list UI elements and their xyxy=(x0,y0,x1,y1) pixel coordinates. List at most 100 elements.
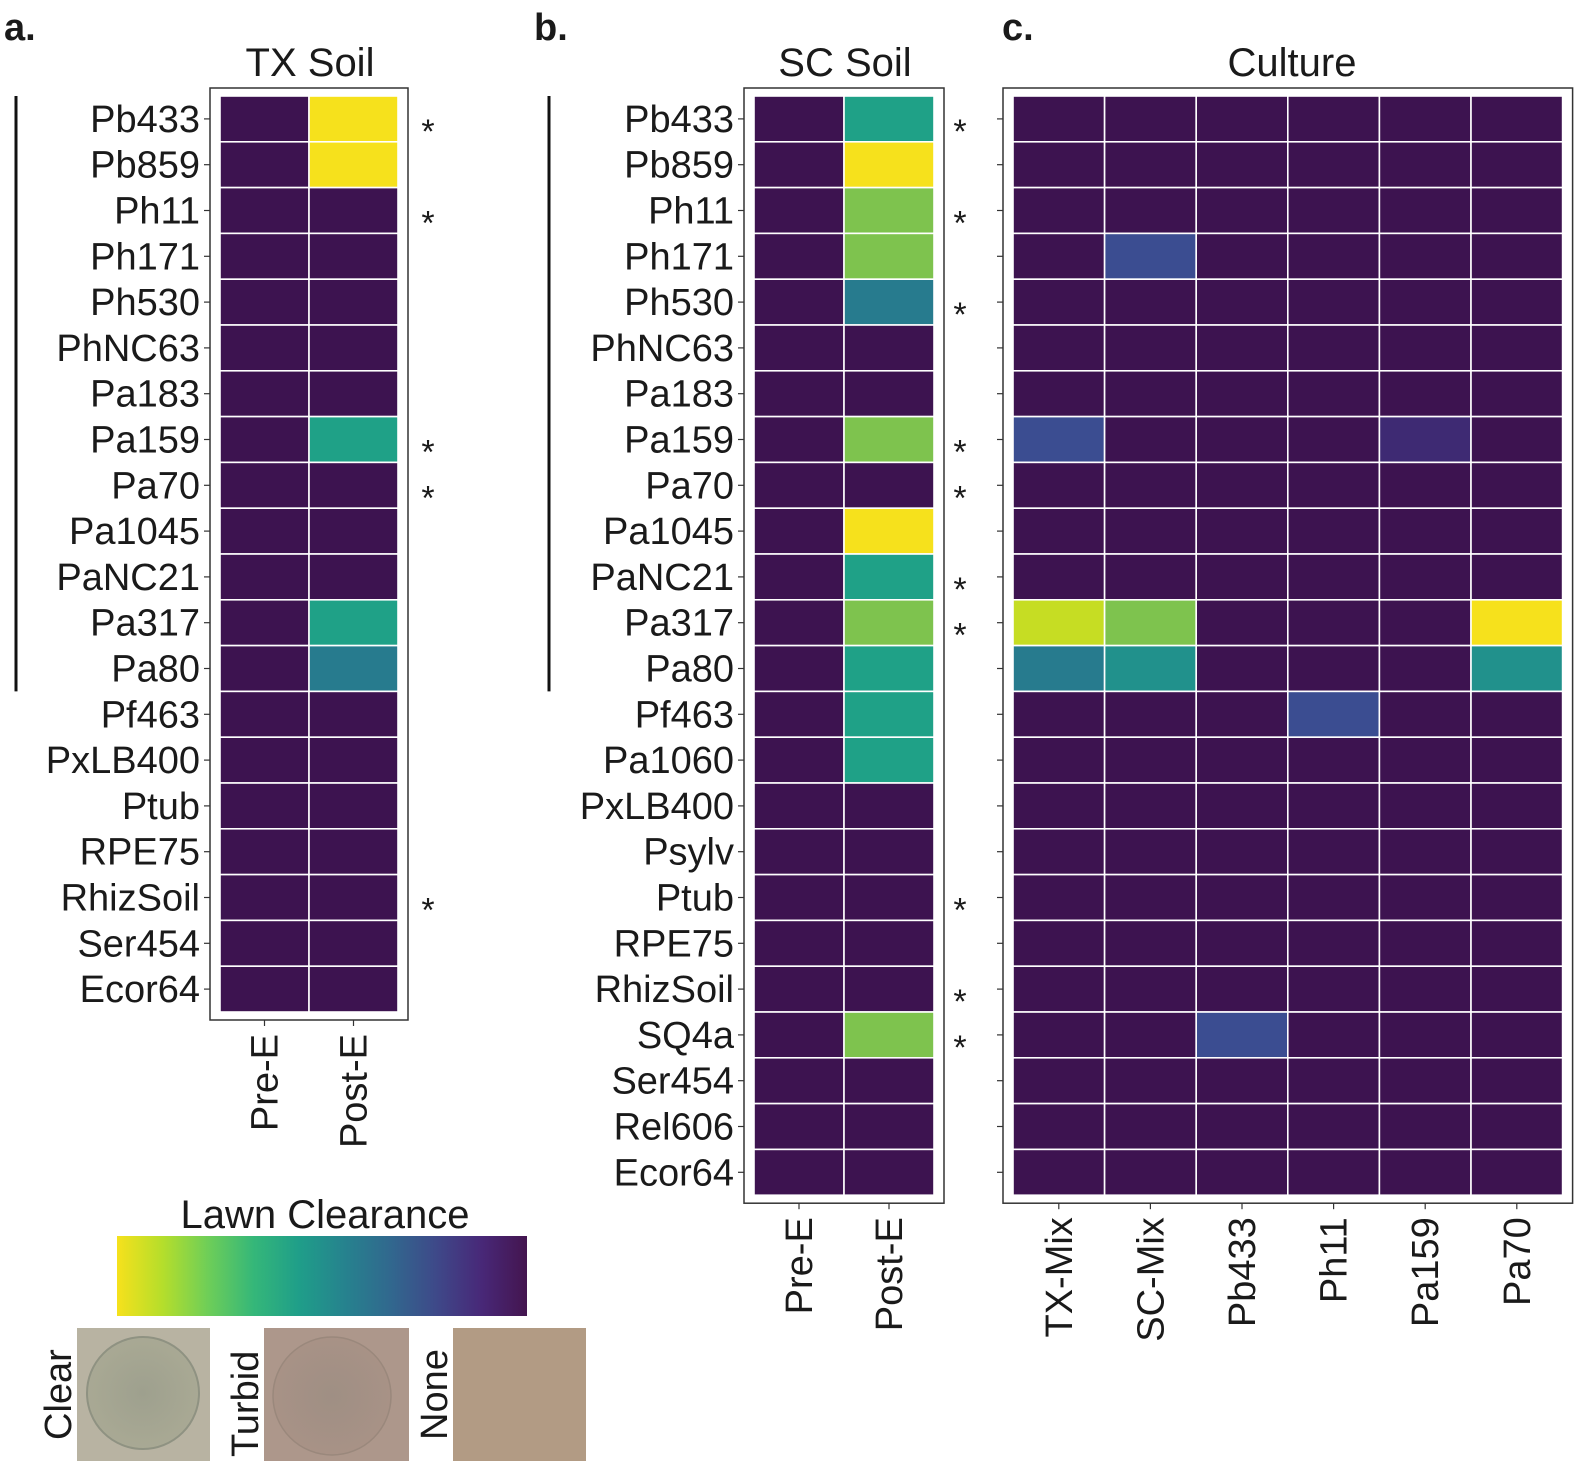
cell-ecor64-tx-mix xyxy=(1012,1148,1106,1197)
cell-phnc63-ph11 xyxy=(1287,324,1381,372)
cell-pa80-pre-e xyxy=(219,644,310,693)
cell-pxlb400-ph11 xyxy=(1287,782,1381,830)
row-label-pa317: Pa317 xyxy=(624,603,734,645)
row-label-ser454: Ser454 xyxy=(77,923,200,965)
cell-ecor64-pa159 xyxy=(1378,1148,1472,1197)
row-label-pa159: Pa159 xyxy=(90,420,200,462)
cell-ser454-post-e xyxy=(843,1057,935,1105)
cell-ptub-pre-e xyxy=(219,782,310,830)
cell-pb859-post-e xyxy=(308,141,399,189)
cell-pa317-tx-mix xyxy=(1012,598,1106,647)
cell-rhizsoil-pa159 xyxy=(1378,965,1472,1013)
cell-pa70-pa70 xyxy=(1470,461,1564,509)
cell-panc21-ph11 xyxy=(1287,553,1381,601)
cell-pa159-sc-mix xyxy=(1103,415,1197,464)
row-label-pa1045: Pa1045 xyxy=(69,511,200,553)
row-label-panc21: PaNC21 xyxy=(56,557,200,599)
legend-title: Lawn Clearance xyxy=(180,1193,469,1237)
row-label-ser454: Ser454 xyxy=(611,1061,734,1103)
row-label-pa183: Pa183 xyxy=(624,374,734,416)
cell-pa1060-pa159 xyxy=(1378,736,1472,784)
cell-rhizsoil-pb433 xyxy=(1195,965,1289,1013)
cell-ph11-pb433 xyxy=(1195,186,1289,235)
cell-ptub-post-e xyxy=(843,873,935,922)
cell-rpe75-pb433 xyxy=(1195,919,1289,968)
cell-rel606-sc-mix xyxy=(1103,1102,1197,1151)
cell-ecor64-pa70 xyxy=(1470,1148,1564,1197)
cell-rhizsoil-tx-mix xyxy=(1012,965,1106,1013)
row-label-pa317: Pa317 xyxy=(90,603,200,645)
cell-pa1060-ph11 xyxy=(1287,736,1381,784)
cell-panc21-post-e xyxy=(843,553,935,601)
cell-ser454-pre-e xyxy=(753,1057,845,1105)
heatmap-culture: TX-Mix SC-Mix Pb433 Ph11 Pa159 Pa70 xyxy=(997,87,1574,1342)
cell-sq4a-tx-mix xyxy=(1012,1011,1106,1059)
cell-pf463-pa159 xyxy=(1378,690,1472,739)
cell-ser454-pa70 xyxy=(1470,1057,1564,1105)
row-label-pxlb400: PxLB400 xyxy=(46,740,200,782)
cell-sq4a-post-e xyxy=(843,1011,935,1059)
cell-ph530-ph11 xyxy=(1287,278,1381,326)
cell-phnc63-tx-mix xyxy=(1012,324,1106,372)
cell-psylv-post-e xyxy=(843,827,935,876)
cell-ptub-sc-mix xyxy=(1103,873,1197,922)
cell-pa159-post-e xyxy=(308,415,399,464)
cell-ptub-ph11 xyxy=(1287,873,1381,922)
swatch-turbid-label: Turbid xyxy=(225,1351,267,1457)
row-label-ptub: Ptub xyxy=(656,878,734,920)
cell-ph11-sc-mix xyxy=(1103,186,1197,235)
cell-pb433-ph11 xyxy=(1287,95,1381,143)
cell-pa80-sc-mix xyxy=(1103,644,1197,693)
cell-pb433-pa70 xyxy=(1470,95,1564,143)
cell-pa159-tx-mix xyxy=(1012,415,1106,464)
cell-ph171-sc-mix xyxy=(1103,232,1197,280)
cell-ph11-pa70 xyxy=(1470,186,1564,235)
cell-pb433-pre-e xyxy=(753,95,845,143)
cell-pb859-pa159 xyxy=(1378,141,1472,189)
cell-ptub-pa159 xyxy=(1378,873,1472,922)
row-label-pb433: Pb433 xyxy=(90,99,200,141)
cell-ph530-post-e xyxy=(843,278,935,326)
cell-rel606-post-e xyxy=(843,1102,935,1151)
cell-pa70-pre-e xyxy=(753,461,845,509)
cell-sq4a-pb433 xyxy=(1195,1011,1289,1059)
cell-pa70-post-e xyxy=(308,461,399,509)
cell-ph530-pb433 xyxy=(1195,278,1289,326)
cell-pb859-post-e xyxy=(843,141,935,189)
cell-ph530-pre-e xyxy=(219,278,310,326)
panel-b-title: SC Soil xyxy=(778,41,911,85)
cell-rel606-tx-mix xyxy=(1012,1102,1106,1151)
cell-pa70-tx-mix xyxy=(1012,461,1106,509)
cell-pa317-sc-mix xyxy=(1103,598,1197,647)
cell-rel606-pb433 xyxy=(1195,1102,1289,1151)
cell-phnc63-pre-e xyxy=(753,324,845,372)
cell-psylv-pa159 xyxy=(1378,827,1472,876)
cell-sq4a-ph11 xyxy=(1287,1011,1381,1059)
significance-star-pb433: * xyxy=(421,113,434,151)
row-label-pa70: Pa70 xyxy=(111,465,200,507)
heatmap-tx-soil: Pb433Pb859Ph11Ph171Ph530PhNC63Pa183Pa159… xyxy=(14,87,435,1148)
panel-c: c. Culture TX-Mix SC-Mix Pb433 Ph11 Pa159 Pa7… xyxy=(997,7,1574,1342)
row-label-pb859: Pb859 xyxy=(624,145,734,187)
row-label-phnc63: PhNC63 xyxy=(56,328,200,370)
cell-rpe75-pa70 xyxy=(1470,919,1564,968)
cell-panc21-pa159 xyxy=(1378,553,1472,601)
cell-pa1045-sc-mix xyxy=(1103,507,1197,555)
cell-pa1060-post-e xyxy=(843,736,935,784)
cell-pa80-pre-e xyxy=(753,644,845,693)
cell-ecor64-post-e xyxy=(308,965,399,1013)
cell-panc21-pa70 xyxy=(1470,553,1564,601)
panel-c-title: Culture xyxy=(1228,41,1357,85)
col-label-post-e: Post-E xyxy=(334,1034,376,1148)
cell-panc21-pre-e xyxy=(219,553,310,601)
cell-rpe75-post-e xyxy=(843,919,935,968)
cell-phnc63-pre-e xyxy=(219,324,310,372)
cell-ph171-tx-mix xyxy=(1012,232,1106,280)
significance-star-pa70: * xyxy=(953,479,966,517)
row-label-ecor64: Ecor64 xyxy=(614,1152,734,1194)
cell-pb859-tx-mix xyxy=(1012,141,1106,189)
cell-sq4a-pre-e xyxy=(753,1011,845,1059)
significance-star-pa159: * xyxy=(421,434,434,472)
cell-panc21-sc-mix xyxy=(1103,553,1197,601)
cell-ecor64-pb433 xyxy=(1195,1148,1289,1197)
